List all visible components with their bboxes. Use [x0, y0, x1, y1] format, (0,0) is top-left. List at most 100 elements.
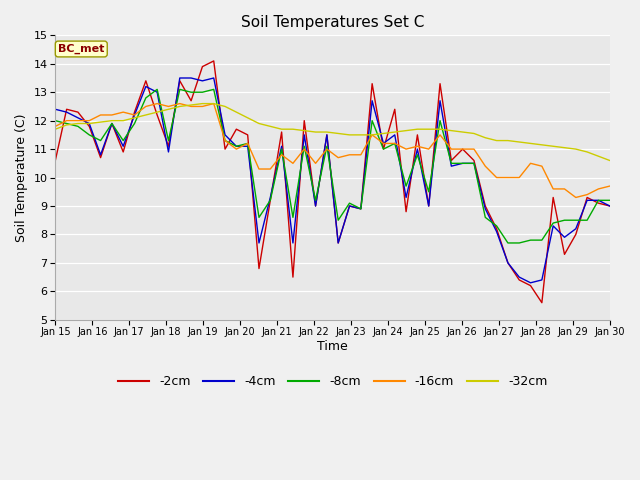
-32cm — [278, 126, 285, 132]
-8cm — [131, 120, 138, 126]
-4cm — [312, 203, 319, 209]
-16cm — [289, 160, 297, 166]
-16cm — [63, 118, 70, 123]
-2cm — [549, 194, 557, 200]
-4cm — [368, 98, 376, 104]
-32cm — [595, 153, 602, 159]
-4cm — [391, 132, 399, 138]
-16cm — [323, 146, 331, 152]
-32cm — [425, 126, 433, 132]
-16cm — [108, 112, 116, 118]
-32cm — [391, 129, 399, 135]
-16cm — [357, 152, 365, 157]
-32cm — [493, 138, 500, 144]
-4cm — [527, 280, 534, 286]
-16cm — [255, 166, 263, 172]
-2cm — [164, 144, 172, 149]
-32cm — [515, 139, 523, 145]
-8cm — [85, 132, 93, 138]
-2cm — [391, 107, 399, 112]
-16cm — [244, 141, 252, 146]
-4cm — [255, 240, 263, 246]
-8cm — [97, 138, 104, 144]
-2cm — [312, 203, 319, 209]
-4cm — [357, 206, 365, 212]
-4cm — [164, 149, 172, 155]
-16cm — [504, 175, 512, 180]
-16cm — [51, 123, 59, 129]
-16cm — [221, 138, 229, 144]
-8cm — [413, 152, 421, 157]
-2cm — [583, 194, 591, 200]
-16cm — [595, 186, 602, 192]
-32cm — [108, 118, 116, 123]
-8cm — [368, 118, 376, 123]
-8cm — [312, 197, 319, 203]
Legend: -2cm, -4cm, -8cm, -16cm, -32cm: -2cm, -4cm, -8cm, -16cm, -32cm — [113, 370, 552, 393]
-8cm — [595, 197, 602, 203]
-8cm — [323, 144, 331, 149]
-8cm — [549, 220, 557, 226]
-16cm — [538, 163, 546, 169]
-32cm — [538, 142, 546, 148]
-2cm — [459, 146, 467, 152]
-4cm — [154, 89, 161, 95]
-32cm — [51, 126, 59, 132]
-16cm — [334, 155, 342, 160]
-32cm — [436, 126, 444, 132]
-4cm — [334, 240, 342, 246]
-2cm — [97, 155, 104, 160]
-2cm — [561, 252, 568, 257]
-8cm — [51, 118, 59, 123]
-16cm — [606, 183, 614, 189]
-16cm — [572, 194, 580, 200]
-4cm — [244, 144, 252, 149]
-32cm — [527, 141, 534, 146]
-2cm — [323, 132, 331, 138]
-2cm — [63, 107, 70, 112]
-16cm — [481, 163, 489, 169]
-2cm — [436, 81, 444, 86]
-32cm — [244, 115, 252, 120]
-4cm — [278, 144, 285, 149]
-4cm — [413, 146, 421, 152]
-2cm — [493, 226, 500, 232]
-4cm — [504, 260, 512, 266]
-2cm — [142, 78, 150, 84]
-8cm — [470, 160, 478, 166]
-32cm — [210, 101, 218, 107]
-8cm — [425, 189, 433, 195]
-8cm — [266, 197, 274, 203]
-16cm — [300, 146, 308, 152]
-16cm — [232, 146, 240, 152]
-32cm — [572, 146, 580, 152]
-16cm — [131, 112, 138, 118]
-4cm — [470, 160, 478, 166]
-8cm — [447, 160, 455, 166]
-2cm — [380, 146, 387, 152]
-4cm — [74, 115, 82, 120]
-4cm — [346, 203, 353, 209]
-2cm — [108, 120, 116, 126]
-16cm — [120, 109, 127, 115]
-2cm — [210, 58, 218, 64]
-8cm — [357, 206, 365, 212]
-8cm — [561, 217, 568, 223]
-2cm — [188, 98, 195, 104]
-4cm — [323, 132, 331, 138]
-4cm — [403, 194, 410, 200]
-4cm — [515, 274, 523, 280]
-32cm — [380, 131, 387, 136]
-2cm — [51, 157, 59, 163]
-8cm — [459, 160, 467, 166]
-8cm — [164, 138, 172, 144]
-32cm — [188, 102, 195, 108]
-8cm — [154, 86, 161, 92]
-32cm — [504, 138, 512, 144]
-4cm — [210, 75, 218, 81]
-2cm — [515, 277, 523, 283]
-32cm — [561, 145, 568, 151]
-4cm — [142, 84, 150, 89]
Title: Soil Temperatures Set C: Soil Temperatures Set C — [241, 15, 424, 30]
Line: -2cm: -2cm — [55, 61, 610, 303]
